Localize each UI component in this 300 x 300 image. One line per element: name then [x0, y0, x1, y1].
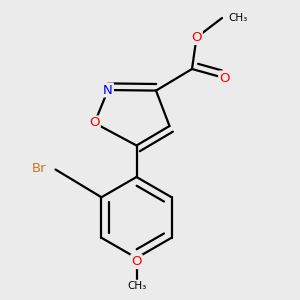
- Text: O: O: [219, 71, 230, 85]
- Text: O: O: [89, 116, 100, 130]
- Text: CH₃: CH₃: [127, 280, 146, 291]
- Text: CH₃: CH₃: [228, 13, 247, 23]
- Text: Br: Br: [32, 161, 46, 175]
- Text: O: O: [191, 31, 202, 44]
- Text: O: O: [131, 255, 142, 268]
- Text: N: N: [103, 83, 113, 97]
